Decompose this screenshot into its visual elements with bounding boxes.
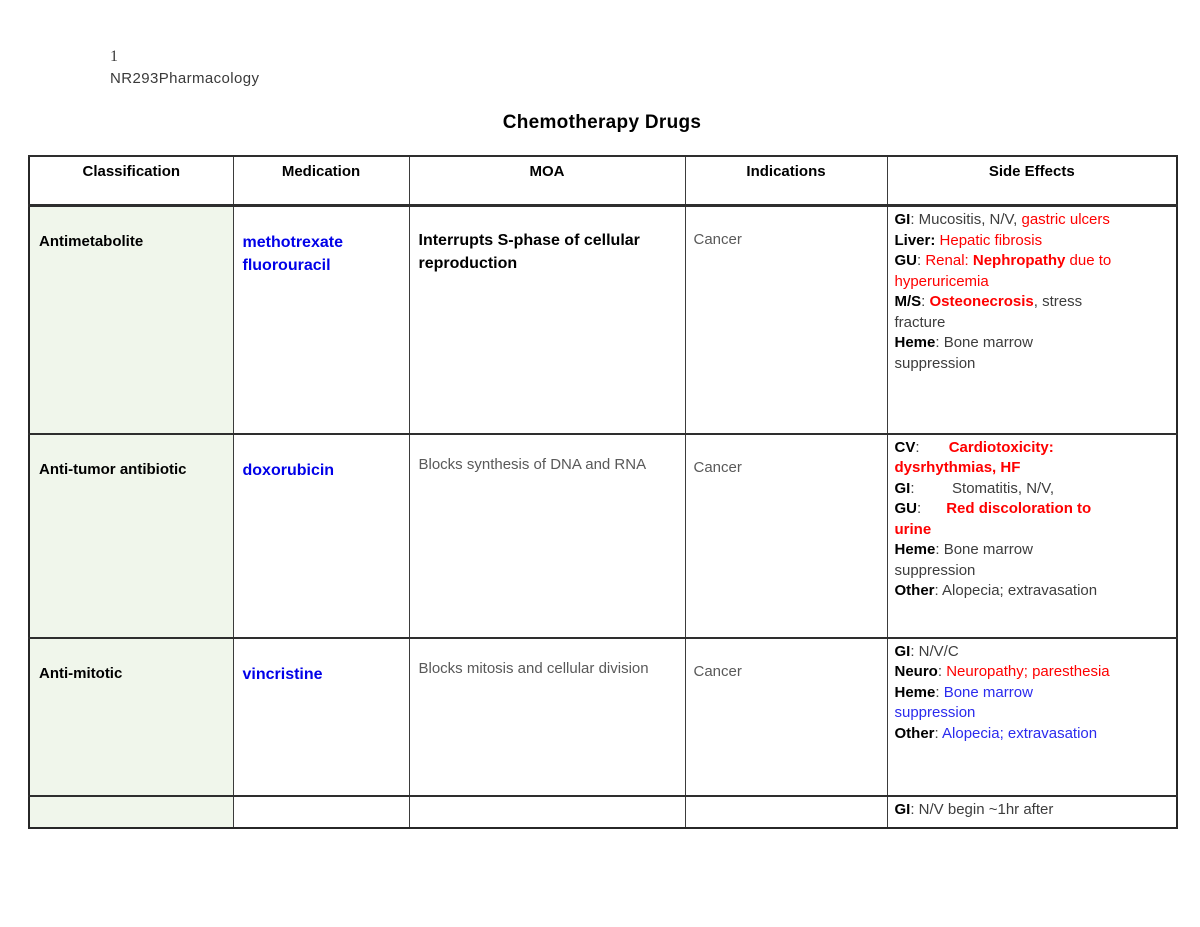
medication-cell: methotrexate fluorouracil <box>232 205 410 434</box>
side-effect-line: GU: Renal: Nephropathy due to <box>894 252 1112 269</box>
indications-cell: Cancer <box>684 433 888 638</box>
indications-cell: Cancer <box>684 205 888 434</box>
side-effect-line: urine <box>894 520 932 538</box>
page-number: 1 <box>110 48 118 65</box>
column-header-indications: Indications <box>684 155 888 207</box>
medication-name: vincristine <box>242 665 323 683</box>
classification-cell: Anti-mitotic <box>28 637 234 796</box>
classification-cell: Antimetabolite <box>28 205 234 434</box>
classification-cell <box>28 795 234 828</box>
side-effects-cell: GI: N/V begin ~1hr after <box>886 795 1178 828</box>
moa-cell: Blocks synthesis of DNA and RNA <box>408 433 686 638</box>
side-effects-cell: GI: N/V/C Neuro: Neuropathy; paresthesia H… <box>886 637 1178 796</box>
table-header-row: Classification Medication MOA Indication… <box>28 155 1178 207</box>
chemotherapy-drugs-table: Classification Medication MOA Indication… <box>28 155 1178 829</box>
column-header-side-effects: Side Effects <box>886 155 1178 207</box>
moa-cell: Interrupts S-phase of cellular reproduct… <box>408 205 686 434</box>
indications-cell <box>684 795 888 828</box>
side-effect-line: GI: Mucositis, N/V, gastric ulcers <box>894 211 1110 228</box>
side-effect-line: Other: Alopecia; extravasation <box>894 582 1098 599</box>
side-effect-line: M/S: Osteonecrosis, stress <box>894 293 1083 310</box>
moa-cell <box>408 795 686 828</box>
side-effect-line: suppression <box>894 561 976 579</box>
side-effect-line: suppression <box>894 704 976 721</box>
table-row: Anti-mitotic vincristine Blocks mitosis an… <box>28 637 1178 796</box>
medication-name: fluorouracil <box>242 257 331 274</box>
side-effect-line: Heme: Bone marrow <box>894 334 1033 351</box>
side-effect-line: GI: N/V begin ~1hr after <box>894 800 1054 818</box>
table-row: GI: N/V begin ~1hr after <box>28 795 1178 828</box>
classification-cell: Anti-tumor antibiotic <box>28 433 234 638</box>
medication-name: doxorubicin <box>242 461 335 479</box>
table-row: Antimetabolite methotrexate fluorouracil In… <box>28 205 1178 434</box>
medication-cell: doxorubicin <box>232 433 410 638</box>
course-name: NR293Pharmacology <box>110 70 260 87</box>
document-header: 1 NR293Pharmacology <box>110 46 259 90</box>
medication-cell <box>232 795 410 828</box>
side-effect-line: fracture <box>894 313 946 331</box>
side-effects-cell: GI: Mucositis, N/V, gastric ulcers Liver:… <box>886 205 1178 434</box>
indications-cell: Cancer <box>684 637 888 796</box>
side-effect-line: GI: Stomatitis, N/V, <box>894 479 1055 497</box>
column-header-medication: Medication <box>232 155 410 207</box>
side-effect-line: hyperuricemia <box>894 272 989 290</box>
side-effect-line: GI: N/V/C <box>894 642 959 660</box>
medication-cell: vincristine <box>232 637 410 796</box>
side-effect-line: Other: Alopecia; extravasation <box>894 724 1098 742</box>
side-effect-line: Liver: Hepatic fibrosis <box>894 231 1043 249</box>
side-effect-line: GU: Red discoloration to <box>894 500 1092 517</box>
side-effect-line: Neuro: Neuropathy; paresthesia <box>894 663 1110 680</box>
side-effect-line: Heme: Bone marrow <box>894 541 1033 558</box>
table-row: Anti-tumor antibiotic doxorubicin Blocks s… <box>28 433 1178 638</box>
column-header-classification: Classification <box>28 155 234 207</box>
page-title: Chemotherapy Drugs <box>502 112 702 133</box>
side-effect-line: Heme: Bone marrow <box>894 683 1033 701</box>
side-effect-line: suppression <box>894 354 976 372</box>
medication-name: methotrexate <box>242 234 343 251</box>
side-effects-cell: CV: Cardiotoxicity: dysrhythmias, HF GI: S… <box>886 433 1178 638</box>
side-effect-line: CV: Cardiotoxicity: <box>894 438 1054 456</box>
column-header-moa: MOA <box>408 155 686 207</box>
moa-cell: Blocks mitosis and cellular division <box>408 637 686 796</box>
side-effect-line: dysrhythmias, HF <box>894 459 1021 476</box>
